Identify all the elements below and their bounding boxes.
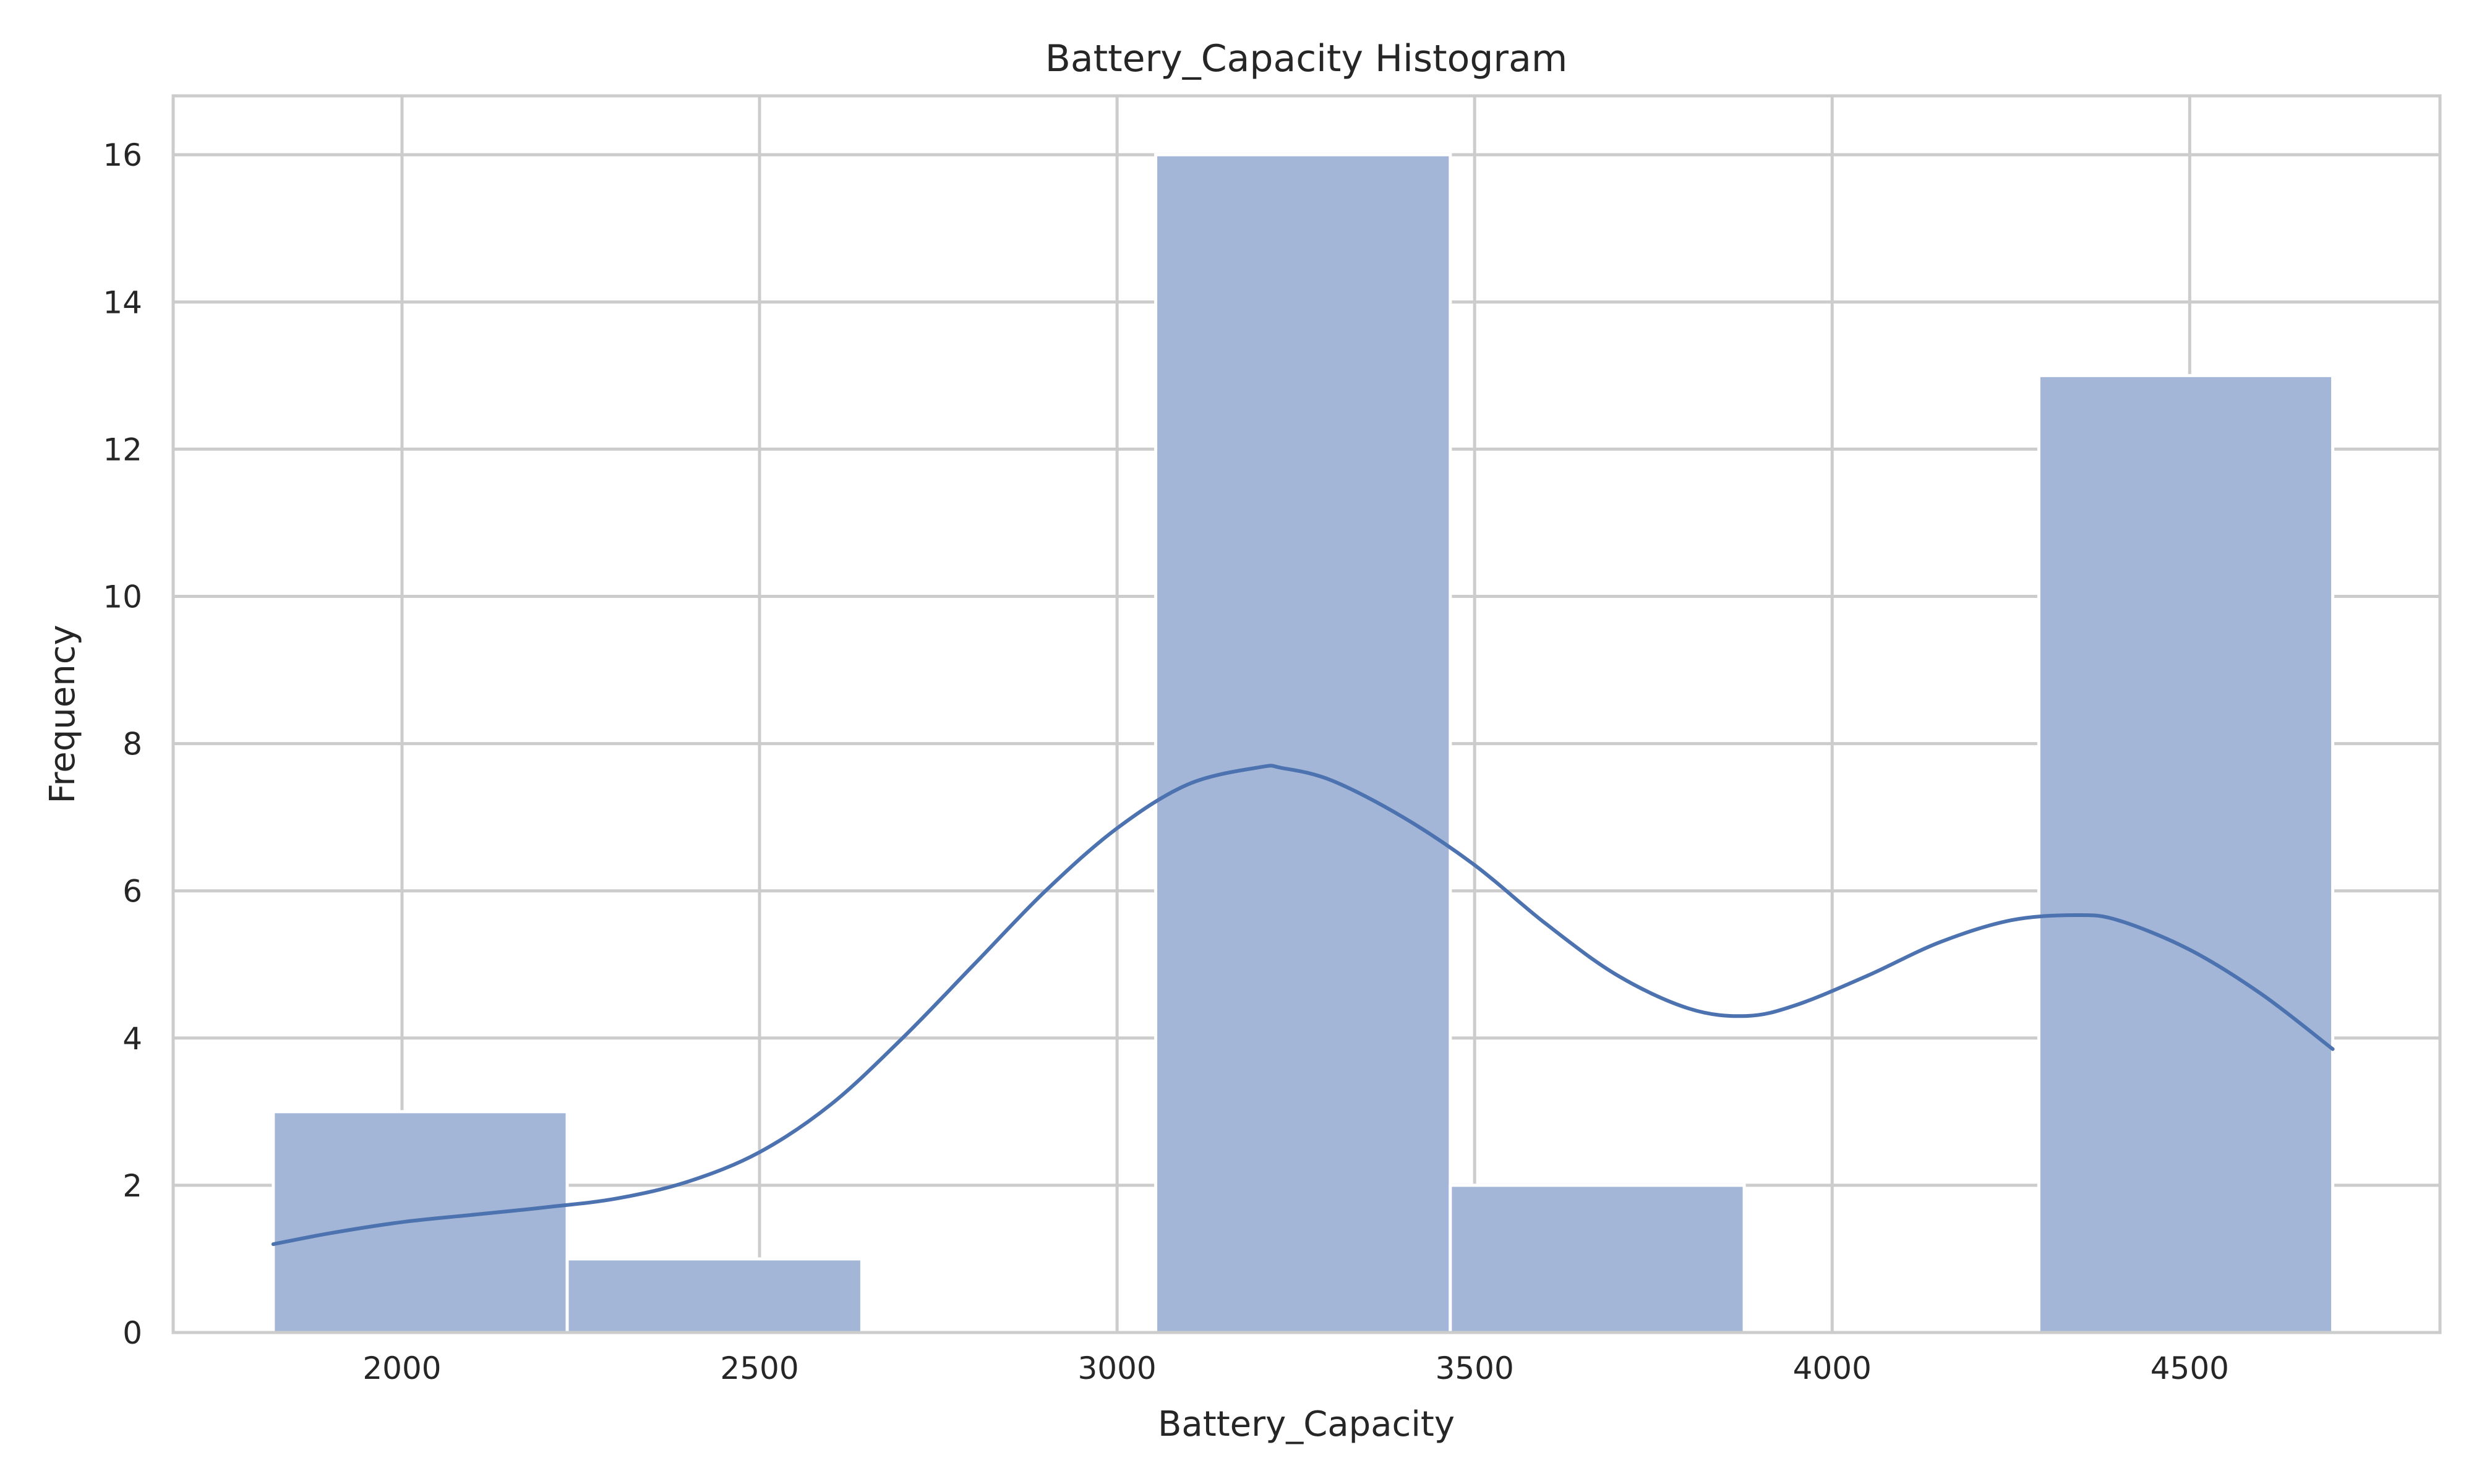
y-tick-labels: 0 2 4 6 8 10 12 14 16 — [103, 137, 142, 1351]
kde-curve — [271, 764, 2335, 1247]
x-tick-label-4: 4000 — [1793, 1350, 1872, 1386]
histogram-bar-4 — [1449, 1183, 1746, 1334]
y-tick-label-1: 2 — [122, 1168, 142, 1204]
x-tick-label-2: 3000 — [1077, 1350, 1156, 1386]
y-tick-label-6: 12 — [103, 432, 142, 467]
bar-layer — [272, 153, 2335, 1334]
chart-title: Battery_Capacity Histogram — [1045, 37, 1568, 80]
histogram-bar-1 — [565, 1257, 863, 1334]
x-tick-label-1: 2500 — [720, 1350, 798, 1386]
y-axis-title: Frequency — [43, 625, 83, 803]
y-tick-label-5: 10 — [103, 579, 142, 615]
histogram-bar-6 — [2037, 373, 2335, 1334]
y-tick-label-3: 6 — [122, 874, 142, 910]
plot-frame — [171, 94, 2442, 1334]
x-tick-label-3: 3500 — [1436, 1350, 1514, 1386]
histogram-bar-3 — [1154, 153, 1452, 1334]
x-tick-labels: 2000 2500 3000 3500 4000 4500 — [362, 1350, 2229, 1386]
histogram-bar-0 — [272, 1110, 569, 1334]
x-tick-label-5: 4500 — [2151, 1350, 2229, 1386]
x-tick-label-0: 2000 — [362, 1350, 441, 1386]
y-tick-label-7: 14 — [103, 284, 142, 320]
y-tick-label-4: 8 — [122, 727, 142, 762]
y-tick-label-2: 4 — [122, 1021, 142, 1057]
x-axis-title: Battery_Capacity — [1158, 1404, 1455, 1444]
y-tick-label-8: 16 — [103, 137, 142, 173]
y-tick-label-0: 0 — [122, 1315, 142, 1351]
kde-layer — [271, 764, 2335, 1247]
